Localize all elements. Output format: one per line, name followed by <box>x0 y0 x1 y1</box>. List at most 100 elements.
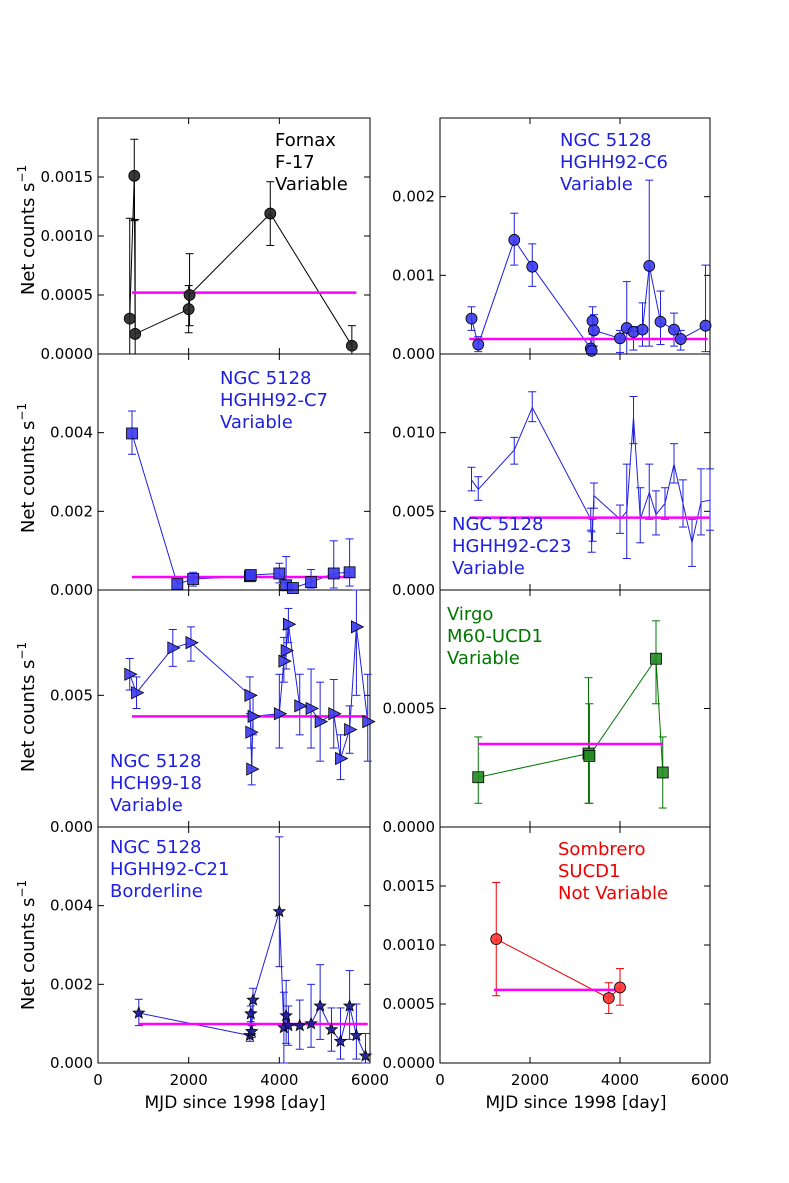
annotation-line: Variable <box>275 174 348 195</box>
ytick-label: 0.000 <box>50 1054 93 1072</box>
data-point <box>244 1006 258 1020</box>
ytick-label: 0.002 <box>50 975 93 993</box>
annotation-line: Variable <box>452 558 525 579</box>
data-point <box>328 707 342 721</box>
annotation-line: Fornax <box>275 130 336 151</box>
data-point <box>247 709 261 724</box>
panel-frame <box>97 826 371 1064</box>
panel-frame <box>97 117 371 355</box>
data-point <box>585 344 598 357</box>
data-point <box>185 636 199 650</box>
data-point <box>167 641 181 655</box>
data-point <box>362 715 376 729</box>
panels-group: 0.00000.00050.00100.0015FornaxF-17Variab… <box>15 117 729 1089</box>
data-point <box>650 652 662 665</box>
annotation-line: HCH99-18 <box>110 773 202 794</box>
data-point <box>335 751 349 766</box>
data-point <box>343 566 356 579</box>
ytick-label: 0.0015 <box>41 168 94 186</box>
data-point <box>674 333 687 345</box>
annotation-line: Borderline <box>110 881 203 902</box>
data-point <box>472 338 485 351</box>
series-line <box>131 433 350 589</box>
data-point <box>583 750 596 762</box>
ytick-label: 0.0000 <box>383 1054 436 1072</box>
annotation-line: Sombrero <box>558 839 646 860</box>
annotation-line: HGHH92-C7 <box>220 390 328 411</box>
data-point <box>314 715 329 729</box>
data-point <box>264 207 277 220</box>
annotation-line: SUCD1 <box>558 861 620 882</box>
data-point <box>526 260 539 273</box>
ytick-label: 0.005 <box>392 502 435 520</box>
data-point <box>279 1008 293 1022</box>
data-point <box>636 323 649 336</box>
ytick-label: 0.0010 <box>41 227 94 245</box>
ylabel: Net counts s−1 <box>15 642 39 772</box>
ytick-label: 0.0015 <box>383 877 436 895</box>
ytick-label: 0.004 <box>50 424 93 442</box>
series-line <box>129 624 369 770</box>
annotation-line: Not Variable <box>558 883 668 904</box>
data-point <box>324 1022 339 1036</box>
data-point <box>654 315 667 328</box>
data-point <box>305 701 319 716</box>
panel-c21: 0.000 0.002 0.004 NGC 5128HGHH92-C21Borderl… <box>50 826 373 1072</box>
ytick-label: 0.004 <box>50 897 93 915</box>
annotation-line: M60-UCD1 <box>447 626 543 647</box>
data-point <box>183 289 196 301</box>
data-point <box>272 904 287 918</box>
xtick-label: 4000 <box>260 1071 298 1089</box>
annotation-line: Variable <box>447 648 520 669</box>
data-point <box>129 328 142 340</box>
ytick-label: 0.000 <box>50 581 93 599</box>
annotation-line: Variable <box>110 795 183 816</box>
data-point <box>304 1016 318 1030</box>
data-point <box>292 1018 307 1032</box>
ytick-label: 0.0005 <box>383 700 436 718</box>
xlabel-left: MJD since 1998 [day] <box>145 1093 326 1113</box>
data-point <box>280 643 295 658</box>
xtick-label: 4000 <box>601 1071 639 1089</box>
ytick-label: 0.002 <box>392 188 435 206</box>
series-line <box>478 657 664 778</box>
xtick-label: 0 <box>93 1071 103 1089</box>
annotation-line: HGHH92-C23 <box>452 536 571 557</box>
data-point <box>244 688 258 702</box>
data-point <box>131 686 145 700</box>
data-point <box>668 323 680 336</box>
data-point <box>273 707 288 721</box>
data-point <box>244 569 257 581</box>
data-point <box>643 259 656 272</box>
data-point <box>602 992 615 1004</box>
data-point <box>327 567 340 580</box>
data-point <box>614 332 626 345</box>
xtick-label: 6000 <box>351 1071 389 1089</box>
data-point <box>246 993 260 1006</box>
ylabel-sup: −1 <box>15 880 29 898</box>
ylabel: Net counts s−1 <box>15 880 39 1010</box>
xtick-label: 2000 <box>511 1071 549 1089</box>
data-point <box>132 1005 146 1019</box>
annotation-line: NGC 5128 <box>110 751 202 772</box>
panel-sucd1: 0.0000 0.0005 0.0010 0.0015 SombreroSUCD1Not… <box>383 826 711 1072</box>
data-point <box>345 339 358 352</box>
data-point <box>246 762 260 776</box>
data-point <box>278 654 292 668</box>
annotation-line: NGC 5128 <box>220 368 312 389</box>
data-point <box>351 620 365 634</box>
data-point <box>313 998 327 1012</box>
series-line <box>471 406 711 543</box>
xtick-label: 2000 <box>170 1071 208 1089</box>
ylabel: Net counts s−1 <box>15 165 39 295</box>
ytick-label: 0.0010 <box>383 936 436 954</box>
data-point <box>305 576 317 589</box>
data-point <box>171 578 184 590</box>
ylabel-sup: −1 <box>15 403 29 421</box>
data-point <box>344 722 358 737</box>
data-point <box>588 324 600 337</box>
series-line <box>129 175 353 346</box>
ytick-label: 0.000 <box>50 818 93 836</box>
